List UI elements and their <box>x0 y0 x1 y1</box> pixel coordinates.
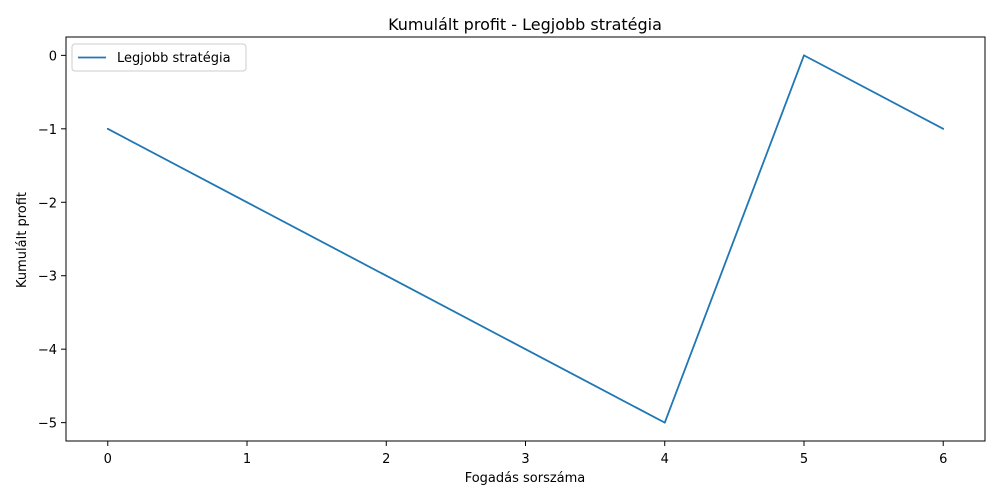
legend-label: Legjobb stratégia <box>117 51 231 66</box>
series-lines <box>106 54 945 424</box>
x-tick-label: 1 <box>243 452 251 467</box>
x-tick-label: 3 <box>521 452 529 467</box>
x-tick-label: 2 <box>382 452 390 467</box>
chart-title: Kumulált profit - Legjobb stratégia <box>388 15 662 34</box>
x-tick-label: 6 <box>939 452 947 467</box>
data-point <box>663 421 666 424</box>
y-axis-label: Kumulált profit <box>15 192 30 288</box>
plot-frame <box>65 36 986 442</box>
x-axis-label: Fogadás sorszáma <box>465 471 586 486</box>
y-tick-label: −1 <box>38 123 57 138</box>
y-tick-label: −5 <box>38 417 57 432</box>
x-tick-label: 4 <box>661 452 669 467</box>
y-tick-label: −2 <box>38 196 57 211</box>
legend: Legjobb stratégia <box>71 43 247 72</box>
legend-box <box>71 43 247 72</box>
x-tick-label: 0 <box>104 452 112 467</box>
data-point <box>803 54 805 57</box>
y-tick-label: 0 <box>49 49 57 64</box>
x-tick-label: 5 <box>800 452 808 467</box>
data-point <box>106 127 109 130</box>
data-point <box>524 348 527 351</box>
data-point <box>942 127 945 130</box>
y-tick-label: −3 <box>38 270 57 285</box>
y-axis-ticks: 0 −1 −2 −3 −4 −5 <box>38 49 66 432</box>
data-point <box>246 201 248 204</box>
x-axis-ticks: 0 1 2 3 4 5 6 <box>104 441 947 467</box>
y-tick-label: −4 <box>38 343 57 358</box>
data-point <box>385 274 388 277</box>
